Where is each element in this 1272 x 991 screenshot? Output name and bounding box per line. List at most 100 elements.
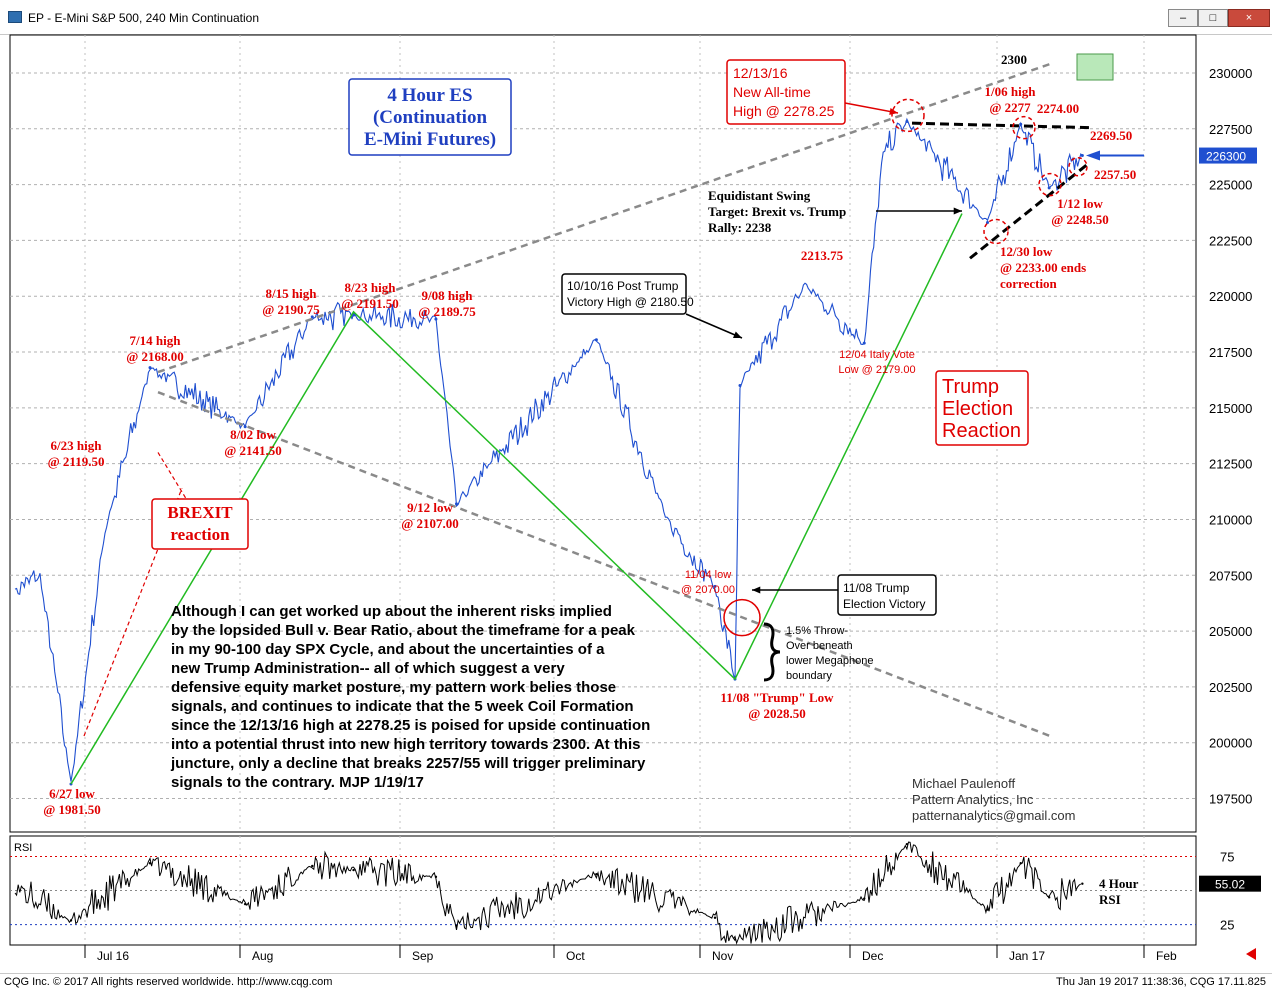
commentary-line: defensive equity market posture, my patt… [171, 679, 616, 696]
rsi-data-point [455, 924, 458, 928]
last-price-badge [1199, 147, 1257, 164]
coil-upper-line [911, 121, 1091, 130]
rsi-data-point [243, 902, 247, 906]
price-axis-tick-label: 227500 [1209, 122, 1252, 137]
pivot-highlight-circle [1012, 115, 1036, 140]
swing-target-arrow-head [953, 207, 962, 215]
price-axis-tick-label: 217500 [1209, 345, 1252, 360]
minimize-button[interactable]: – [1168, 9, 1198, 27]
window-titlebar: EP - E-Mini S&P 500, 240 Min Continuatio… [0, 0, 1272, 35]
annotation-label: 2213.75 [801, 248, 844, 263]
date-axis-tick-label: Sep [412, 949, 434, 963]
commentary-line: signals to the contrary. MJP 1/19/17 [171, 774, 424, 791]
annotation-label: 8/15 high @ 2190.75 [262, 286, 320, 317]
annotation-label: 9/12 low @ 2107.00 [401, 500, 459, 531]
scroll-left-arrow-icon [1246, 948, 1256, 960]
rsi-data-point [352, 868, 355, 872]
annotation-label: 11/04 low @ 2070.00 [681, 569, 735, 596]
price-data-point [243, 425, 247, 429]
price-data-point [862, 341, 866, 345]
brexit-red-line-upper [157, 452, 197, 516]
price-data-point [986, 221, 990, 225]
rsi-last-badge [1199, 875, 1261, 892]
upper-megaphone-line [157, 62, 1051, 374]
commentary-line: by the lopsided Bull v. Bear Ratio, abou… [171, 622, 636, 639]
annotation-label: 8/02 low @ 2141.50 [224, 427, 282, 458]
callout-box-text: Trump Election Reaction [942, 376, 1021, 442]
annotation-label: 11/08 "Trump" Low @ 2028.50 [720, 690, 834, 721]
price-data-point [310, 315, 314, 319]
rsi-last-value: 55.02 [1215, 878, 1245, 892]
price-data-point [905, 120, 909, 124]
rsi-data-point [1047, 896, 1051, 899]
callout-box [935, 370, 1029, 446]
victory-arrow-shaft [685, 313, 743, 339]
rsi-axis-tick-label: 25 [1220, 918, 1234, 933]
annotation-label: 12/30 low @ 2233.00 ends correction [1000, 244, 1086, 291]
date-axis-tick-label: Aug [252, 949, 273, 963]
coil-lower-line [969, 161, 1091, 260]
annotation-label: 6/27 low @ 1981.50 [43, 786, 101, 817]
commentary-line: into a potential thrust into new high te… [171, 736, 640, 753]
price-data-point [148, 366, 152, 370]
price-axis-tick-label: 215000 [1209, 401, 1252, 416]
commentary-line: juncture, only a decline that breaks 225… [170, 755, 646, 772]
legend-green-swatch [1076, 53, 1114, 81]
annotation-label: 9/08 high @ 2189.75 [418, 288, 476, 319]
price-data-point [738, 384, 742, 388]
rsi-panel-frame [9, 835, 1197, 946]
annotation-label: 12/04 Italy Vote Low @ 2179.00 [838, 349, 915, 376]
rsi-data-point [905, 842, 909, 846]
rsi-side-label: 4 Hour RSI [1099, 876, 1139, 907]
annotation-label: 2257.50 [1094, 167, 1136, 182]
rsi-data-point [311, 864, 314, 868]
annotation-label: 2269.50 [1090, 128, 1132, 143]
ath-arrow-head [889, 108, 898, 115]
callout-box [837, 574, 937, 616]
date-axis-tick-label: Jan 17 [1009, 949, 1045, 963]
price-axis-tick-label: 212500 [1209, 457, 1252, 472]
commentary-line: new Trump Administration-- all of which … [171, 660, 565, 677]
maximize-button[interactable]: □ [1198, 9, 1228, 27]
callout-box-text: 11/08 Trump Election Victory [843, 581, 925, 611]
annotation-label: 1/06 high @ 2277 [985, 84, 1037, 115]
window-title: EP - E-Mini S&P 500, 240 Min Continuatio… [28, 11, 260, 25]
price-data-point [1019, 122, 1023, 126]
callout-box [726, 59, 846, 125]
annotation-label: Equidistant Swing Target: Brexit vs. Trum… [708, 188, 846, 235]
chart-title: 4 Hour ES (Continuation E-Mini Futures) [364, 85, 496, 150]
pivot-highlight-circle [891, 98, 925, 133]
ath-arrow-shaft [844, 102, 899, 114]
price-axis-tick-label: 222500 [1209, 233, 1252, 248]
price-data-point [594, 338, 598, 342]
election-low-circle [723, 598, 761, 637]
lower-megaphone-line [157, 391, 1051, 738]
price-axis-tick-label: 207500 [1209, 568, 1252, 583]
annotation-label: 8/23 high @ 2191.50 [341, 280, 399, 311]
last-price-value: 226300 [1206, 150, 1246, 164]
price-axis-tick-label: 230000 [1209, 66, 1252, 81]
price-axis-tick-label: 220000 [1209, 289, 1252, 304]
election-arrow-head [752, 586, 761, 594]
price-data-point [454, 502, 458, 506]
price-axis-tick-label: 202500 [1209, 680, 1252, 695]
throw-over-brace [763, 622, 781, 682]
rsi-data-point [434, 875, 438, 879]
timestamp-text: Thu Jan 19 2017 11:38:36, CQG 17.11.825 [1056, 976, 1266, 988]
price-axis-tick-label: 210000 [1209, 512, 1252, 527]
title-box [348, 78, 512, 156]
date-axis-tick-label: Oct [566, 949, 585, 963]
rsi-panel-label: RSI [14, 842, 32, 854]
date-axis-tick-label: Feb [1156, 949, 1177, 963]
close-button[interactable]: × [1228, 9, 1270, 27]
price-data-point [1080, 154, 1084, 158]
rsi-data-point [986, 908, 989, 911]
rsi-data-point [148, 862, 152, 865]
price-data-point [434, 317, 438, 321]
annotation-label: Michael Paulenoff Pattern Analytics, Inc p… [912, 776, 1075, 823]
price-data-point [713, 584, 717, 588]
commentary-line: in my 90-100 day SPX Cycle, and about th… [171, 641, 605, 658]
copyright-text: CQG Inc. © 2017 All rights reserved worl… [4, 976, 333, 988]
callout-box [151, 498, 249, 550]
